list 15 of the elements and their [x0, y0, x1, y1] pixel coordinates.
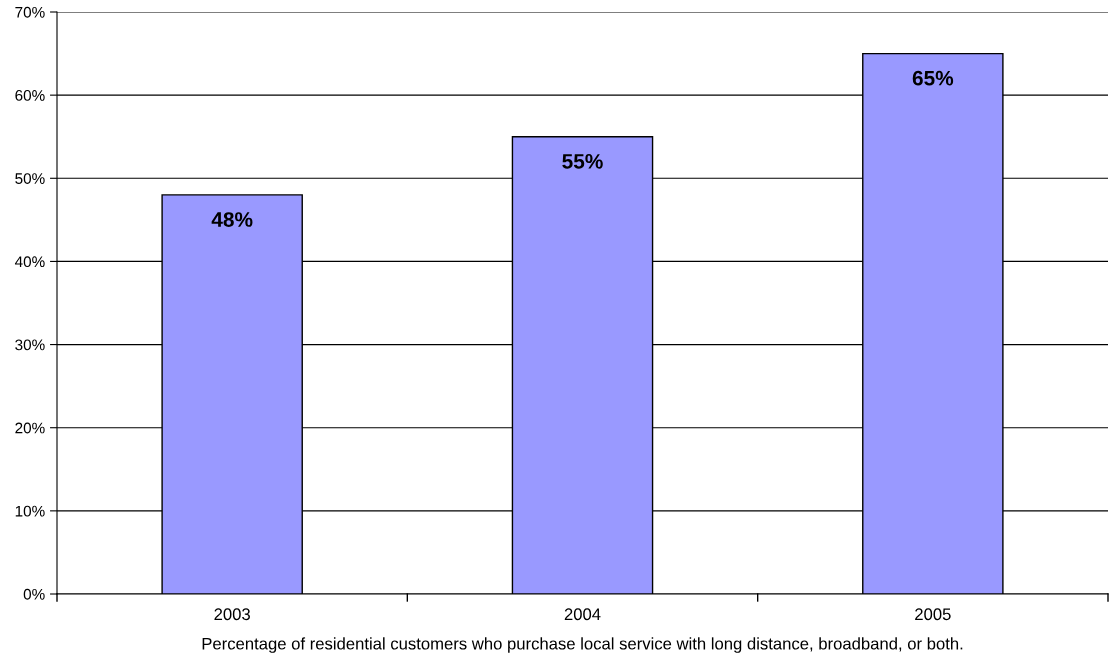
y-tick-label: 70% — [15, 6, 45, 18]
data-label: 55% — [562, 153, 603, 169]
x-tick-label: 2003 — [214, 608, 250, 621]
data-label: 65% — [912, 70, 954, 86]
y-tick-label: 40% — [14, 256, 45, 268]
y-tick-label: 20% — [15, 422, 45, 434]
y-tick-label: 30% — [15, 339, 45, 351]
x-tick-label: 2004 — [564, 608, 601, 621]
y-tick-label: 0% — [23, 588, 45, 600]
data-label: 48% — [211, 212, 253, 227]
x-axis-title: Percentage of residential customers who purchase local service with long distance, broadband, or both. — [202, 637, 963, 653]
x-tick-label: 2005 — [915, 608, 951, 621]
y-tick-label: 50% — [15, 173, 45, 184]
y-tick-label: 60% — [15, 90, 45, 101]
y-tick-label: 10% — [15, 505, 45, 517]
